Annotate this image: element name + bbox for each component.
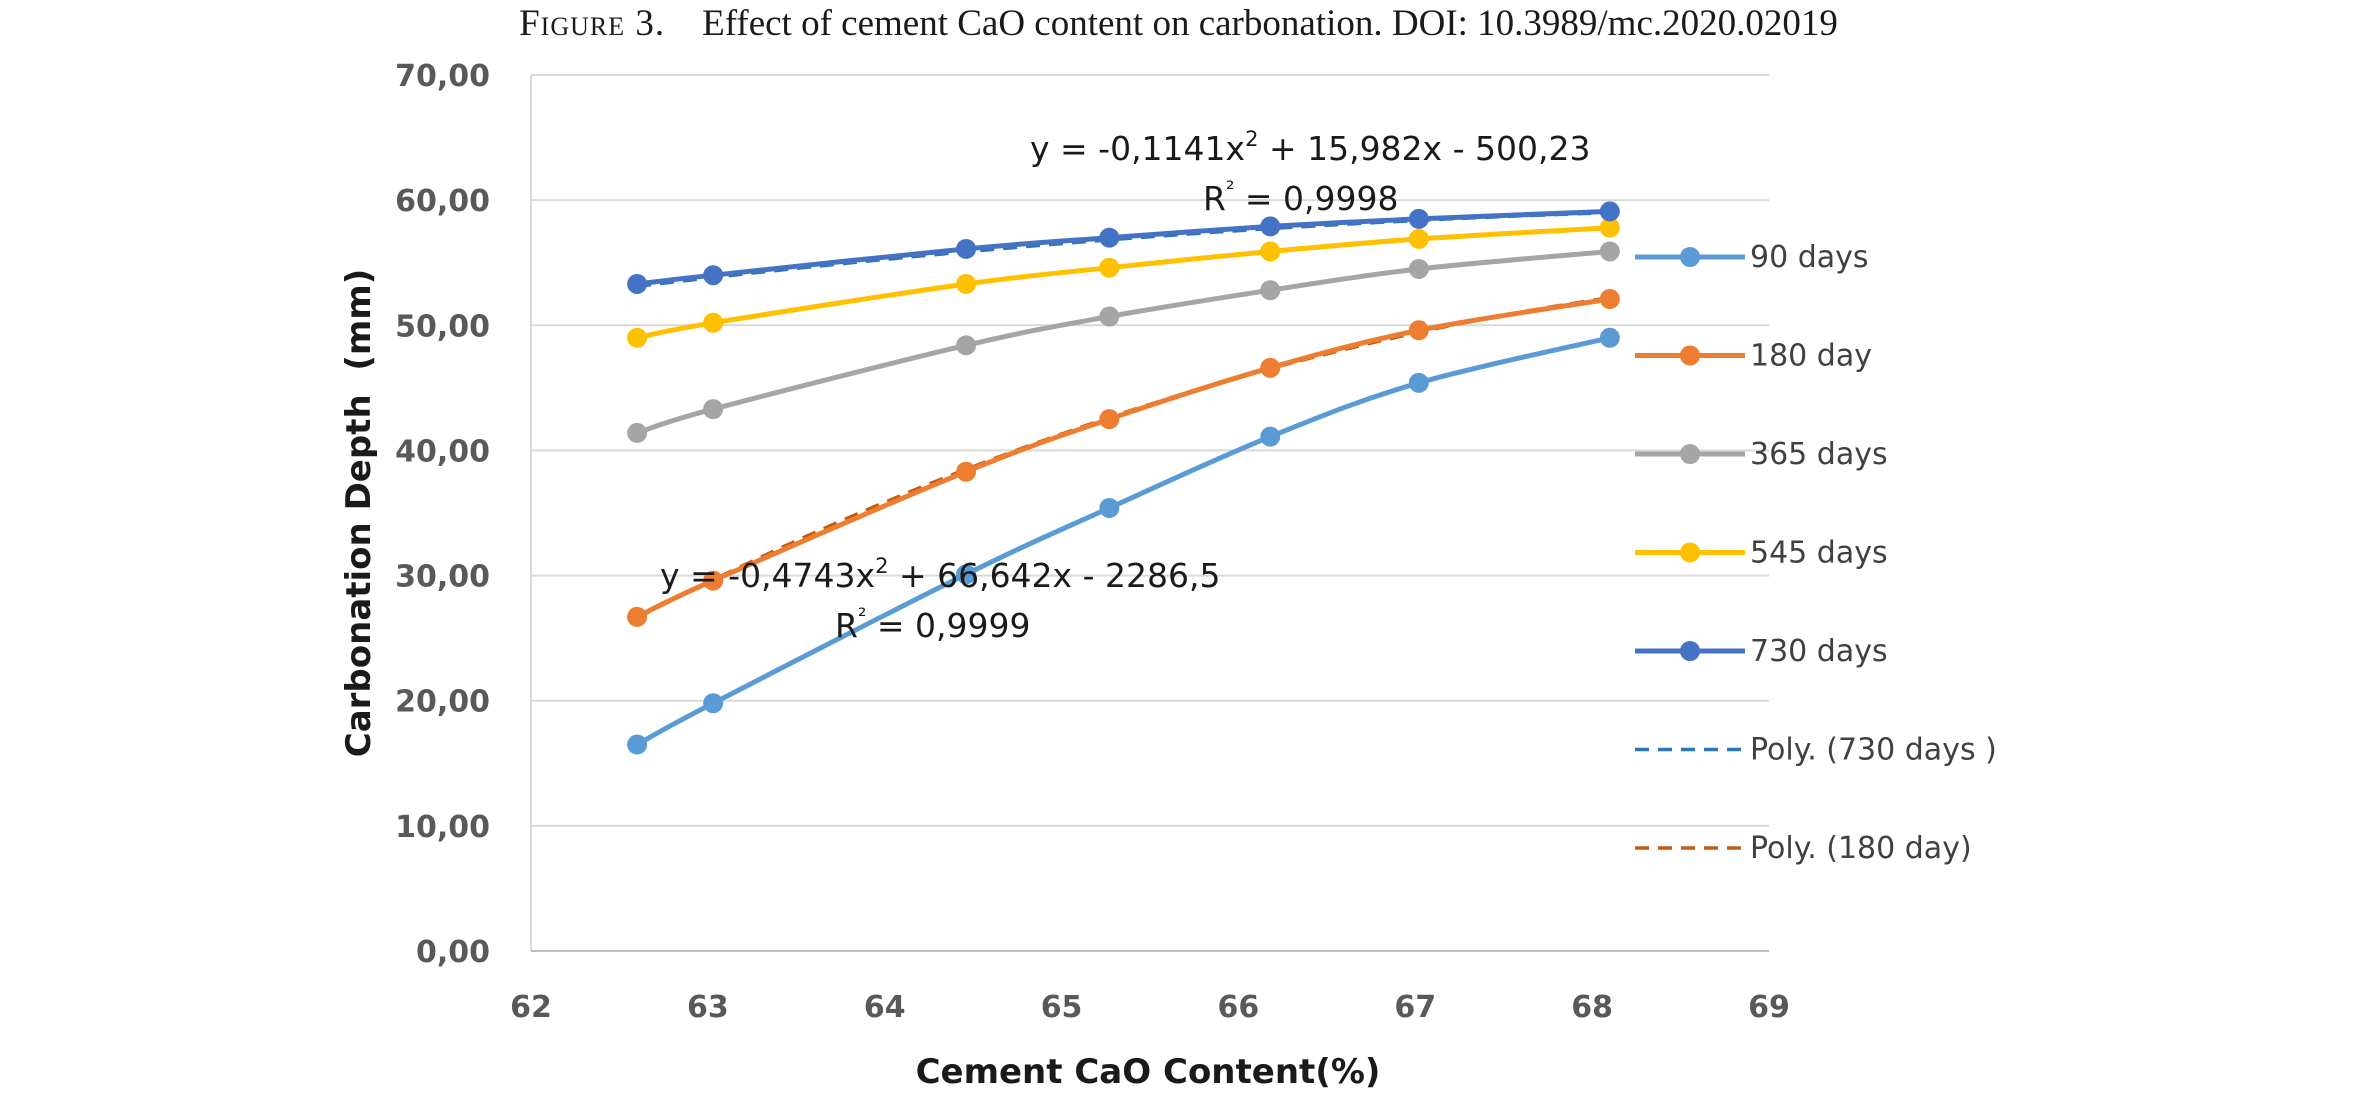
legend: 90 days 180 day 365 days 545 days 730 days Po… — [1635, 240, 1997, 866]
data-point-90-days — [1260, 426, 1281, 447]
data-point-730-days — [1408, 208, 1429, 229]
eq730-main: y = -0,1141x — [1030, 129, 1245, 168]
trend-equation-730: y = -0,1141x2 + 15,982x - 500,23 — [1030, 127, 1590, 168]
legend-label-180-day: 180 day — [1750, 339, 1872, 374]
data-point-365-days — [1260, 280, 1281, 301]
series-line-365-days — [636, 249, 1611, 436]
figure-caption: Figure 3. Effect of cement CaO content o… — [0, 2, 2357, 48]
data-point-365-days — [956, 335, 977, 356]
y-tick-label: 70,00 — [395, 59, 490, 94]
data-point-365-days — [1408, 258, 1429, 279]
x-tick-label: 66 — [1218, 990, 1260, 1025]
data-series — [627, 201, 1620, 755]
data-point-180-day — [1099, 409, 1120, 430]
y-tick-label: 30,00 — [395, 560, 490, 595]
r2-180-label: R — [835, 606, 858, 645]
y-tick-label: 0,00 — [416, 935, 490, 970]
data-point-365-days — [1099, 306, 1120, 327]
data-point-545-days — [956, 273, 977, 294]
data-point-90-days — [1599, 327, 1620, 348]
data-point-180-day — [1599, 289, 1620, 310]
legend-marker-90-days — [1680, 247, 1700, 267]
r2-180-value: = 0,9999 — [866, 606, 1030, 645]
data-point-90-days — [703, 693, 724, 714]
data-point-730-days — [627, 273, 648, 294]
data-point-545-days — [1408, 228, 1429, 249]
eq730-rest: + 15,982x - 500,23 — [1258, 129, 1590, 168]
data-point-545-days — [627, 327, 648, 348]
r2-730-value: = 0,9998 — [1234, 179, 1398, 218]
data-point-180-day — [956, 461, 977, 482]
r2-730-label: R — [1203, 179, 1226, 218]
y-tick-label: 50,00 — [395, 309, 490, 344]
series-line-90-days — [635, 335, 1611, 747]
data-point-90-days — [1099, 497, 1120, 518]
y-tick-label: 40,00 — [395, 434, 490, 469]
y-tick-labels: 0,00 10,00 20,00 30,00 40,00 50,00 60,00 70,00 — [395, 59, 490, 970]
legend-label-730-days: 730 days — [1750, 634, 1888, 669]
data-point-545-days — [1260, 241, 1281, 262]
data-point-545-days — [1099, 257, 1120, 278]
data-point-180-day — [703, 570, 724, 591]
x-tick-label: 62 — [510, 990, 552, 1025]
x-tick-label: 68 — [1571, 990, 1613, 1025]
legend-label-365-days: 365 days — [1750, 437, 1888, 472]
data-point-90-days — [956, 564, 977, 585]
x-tick-label: 69 — [1748, 990, 1790, 1025]
data-point-365-days — [703, 399, 724, 420]
data-point-365-days — [627, 422, 648, 443]
x-tick-label: 63 — [687, 990, 729, 1025]
trend-r2-730: R² = 0,9998 — [1203, 177, 1398, 218]
legend-marker-180-day — [1680, 345, 1700, 366]
trend-r2-180: R² = 0,9999 — [835, 604, 1030, 645]
y-tick-label: 60,00 — [395, 184, 490, 219]
y-tick-label: 10,00 — [395, 810, 490, 845]
data-point-180-day — [627, 606, 648, 627]
data-point-730-days — [1599, 201, 1620, 222]
trend-equation-180: y = -0,4743x2 + 66,642x - 2286,5 — [660, 554, 1220, 595]
x-tick-label: 67 — [1394, 990, 1436, 1025]
data-point-180-day — [1408, 320, 1429, 341]
data-point-90-days — [627, 734, 648, 755]
data-point-180-day — [1260, 357, 1281, 378]
data-point-730-days — [1260, 216, 1281, 237]
data-point-730-days — [956, 238, 977, 259]
y-axis-title: Carbonation Depth (mm) — [339, 269, 379, 758]
series-line-730-days — [636, 208, 1610, 287]
data-point-365-days — [1599, 241, 1620, 262]
data-point-90-days — [1408, 372, 1429, 393]
gridlines — [531, 74, 1769, 827]
legend-marker-365-days — [1680, 444, 1700, 464]
trendline-poly-730-days — [636, 210, 1610, 289]
x-tick-labels: 62 63 64 65 66 67 68 69 — [510, 990, 1790, 1025]
axes — [530, 75, 1769, 952]
data-point-730-days — [703, 265, 724, 286]
eq730-sup: 2 — [1245, 127, 1258, 151]
legend-marker-545-days — [1680, 542, 1700, 563]
eq180-sup: 2 — [875, 554, 888, 578]
caption-text: Effect of cement CaO content on carbonat… — [702, 3, 1838, 44]
y-tick-label: 20,00 — [395, 685, 490, 720]
legend-marker-730-days — [1680, 641, 1700, 661]
data-point-730-days — [1099, 227, 1120, 248]
eq180-rest: + 66,642x - 2286,5 — [888, 556, 1220, 595]
r2-180-sup: ² — [858, 604, 866, 628]
x-tick-label: 65 — [1041, 990, 1083, 1025]
legend-label-poly-180-day: Poly. (180 day) — [1750, 831, 1972, 866]
caption-label: Figure 3. — [519, 3, 666, 44]
x-axis-title: Cement CaO Content(%) — [916, 1052, 1381, 1092]
r2-730-sup: ² — [1226, 177, 1234, 201]
data-point-545-days — [1599, 217, 1620, 238]
legend-label-545-days: 545 days — [1750, 536, 1888, 571]
legend-label-poly-730-days: Poly. (730 days ) — [1750, 733, 1997, 768]
legend-label-90-days: 90 days — [1750, 240, 1869, 275]
data-point-545-days — [703, 312, 724, 333]
x-tick-label: 64 — [864, 990, 906, 1025]
eq180-main: y = -0,4743x — [660, 556, 875, 595]
